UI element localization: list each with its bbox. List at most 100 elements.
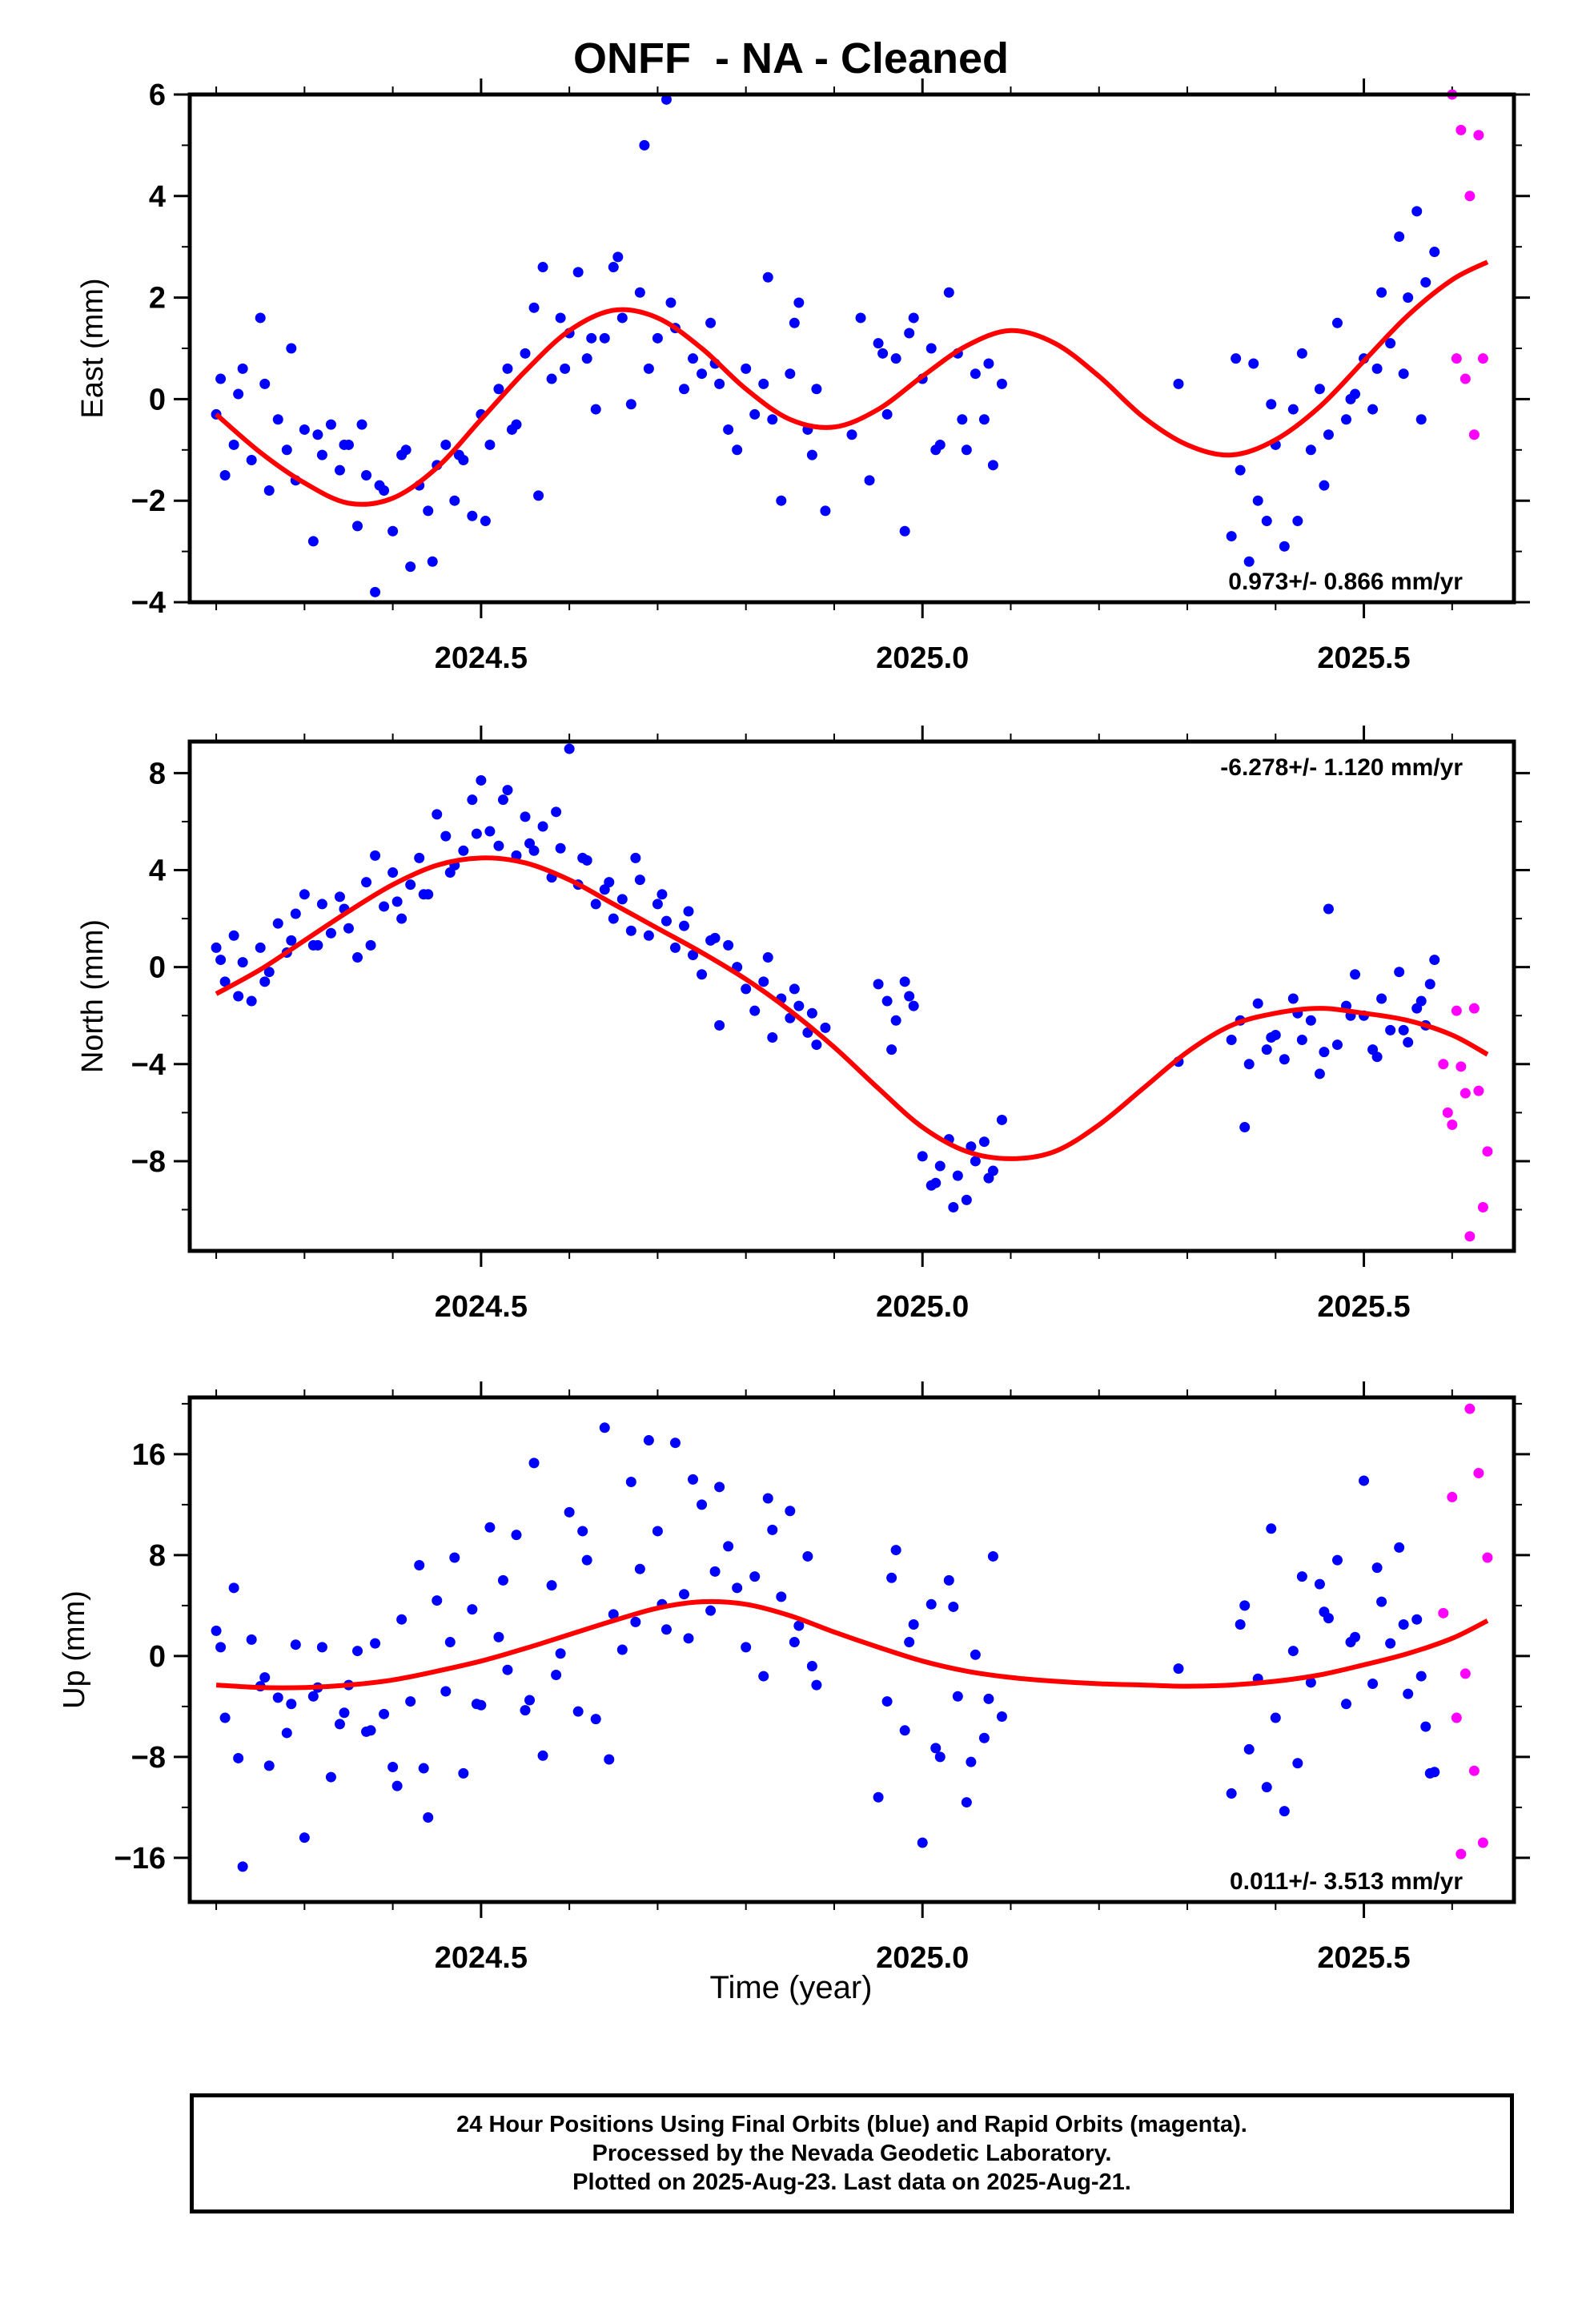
final-point <box>881 408 893 420</box>
final-point <box>943 1574 954 1586</box>
final-point <box>616 1644 628 1655</box>
y-tick-label: 6 <box>149 78 166 112</box>
final-point <box>405 879 416 891</box>
rapid-point <box>1473 1085 1484 1096</box>
final-point <box>749 408 761 420</box>
final-point <box>432 1595 443 1606</box>
final-point <box>307 536 319 547</box>
final-point <box>1292 516 1303 527</box>
final-point <box>1226 531 1237 542</box>
final-point <box>440 439 452 450</box>
final-point <box>952 1170 963 1181</box>
final-point <box>1359 1475 1370 1486</box>
final-point <box>467 794 478 806</box>
final-point <box>1385 338 1396 349</box>
final-point <box>1279 1806 1290 1817</box>
final-point <box>749 1005 761 1016</box>
final-point <box>581 1554 592 1566</box>
rate-label: 0.973+/- 0.866 mm/yr <box>1228 569 1463 595</box>
y-tick-label: 0 <box>149 1640 166 1674</box>
y-tick-label: 8 <box>149 757 166 790</box>
final-point <box>656 889 668 900</box>
final-point <box>908 1619 919 1630</box>
final-point <box>1371 1051 1383 1063</box>
final-point <box>899 1725 910 1736</box>
x-tick-label: 2025.5 <box>1317 1941 1410 1970</box>
final-point <box>423 505 434 517</box>
final-point <box>1296 348 1307 359</box>
final-point <box>630 1616 641 1627</box>
final-point <box>312 939 323 951</box>
rapid-point <box>1477 1201 1488 1212</box>
final-point <box>1279 1054 1290 1065</box>
x-tick-label: 2024.5 <box>435 1290 528 1324</box>
final-point <box>1266 1031 1277 1043</box>
final-point <box>444 867 456 879</box>
final-point <box>497 794 508 806</box>
final-point <box>1371 363 1383 374</box>
final-point <box>352 1646 363 1657</box>
final-point <box>467 510 478 521</box>
final-point <box>370 1638 381 1649</box>
final-point <box>233 991 244 1002</box>
rate-label: 0.011+/- 3.513 mm/yr <box>1230 1868 1463 1895</box>
final-point <box>219 470 231 480</box>
final-point <box>1239 1600 1251 1611</box>
final-point <box>881 995 893 1007</box>
final-point <box>334 891 345 903</box>
final-point <box>616 312 628 324</box>
final-point <box>533 490 544 501</box>
final-point <box>497 1574 508 1586</box>
final-point <box>978 414 990 425</box>
final-point <box>890 353 901 364</box>
final-point <box>1429 247 1440 258</box>
final-point <box>546 1580 557 1591</box>
final-point <box>263 967 275 978</box>
final-point <box>299 424 310 435</box>
final-point <box>449 1552 460 1563</box>
final-point <box>930 1743 942 1754</box>
final-point <box>1331 317 1343 328</box>
final-point <box>1376 287 1387 298</box>
final-point <box>215 1642 227 1653</box>
chart-svg: 2024.5 2025.0 2025.5 −8 −4 0 4 8 -6.278+/- 1.120… <box>76 726 1530 1324</box>
final-point <box>732 1582 743 1594</box>
final-point <box>255 312 266 324</box>
final-point <box>678 384 689 395</box>
final-point <box>669 942 681 953</box>
rapid-point <box>1447 1491 1458 1502</box>
final-point <box>228 930 239 941</box>
rapid-point <box>1438 1059 1449 1070</box>
final-point <box>697 969 708 980</box>
final-point <box>846 429 857 440</box>
final-point <box>749 1571 761 1582</box>
rapid-point <box>1456 1848 1467 1860</box>
final-point <box>233 388 244 400</box>
final-point <box>732 444 743 456</box>
final-point <box>246 1634 257 1645</box>
north-panel: 2024.5 2025.0 2025.5 −8 −4 0 4 8 -6.278+/- 1.120… <box>0 681 1582 1361</box>
final-point <box>551 1670 562 1680</box>
final-point <box>537 1750 548 1761</box>
final-point <box>669 1437 681 1449</box>
final-point <box>978 1732 990 1743</box>
final-point <box>537 821 548 832</box>
final-point <box>599 1422 610 1433</box>
final-point <box>1292 1758 1303 1769</box>
final-point <box>785 1506 796 1517</box>
final-point <box>793 1000 805 1011</box>
final-point <box>811 384 822 395</box>
final-point <box>423 1811 434 1823</box>
final-point <box>758 1671 769 1682</box>
final-point <box>484 1522 496 1533</box>
final-point <box>758 976 769 987</box>
final-point <box>334 464 345 476</box>
final-point <box>1385 1024 1396 1035</box>
rapid-point <box>1460 373 1471 384</box>
final-point <box>688 950 699 961</box>
final-point <box>1420 277 1431 288</box>
final-point <box>996 1114 1007 1125</box>
final-point <box>1403 292 1414 304</box>
y-tick-label: −16 <box>114 1842 166 1876</box>
final-point <box>890 1545 901 1556</box>
